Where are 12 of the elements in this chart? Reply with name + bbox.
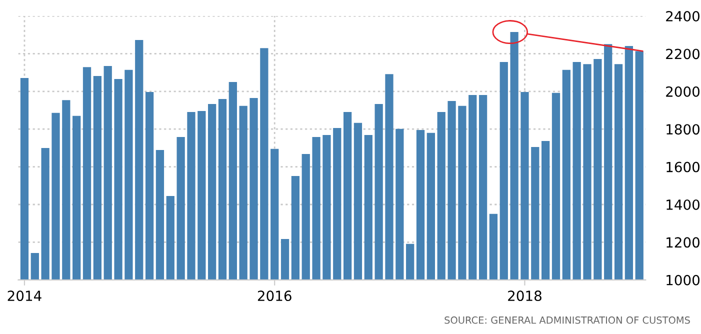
source-note: SOURCE: GENERAL ADMINISTRATION OF CUSTOMS [444,316,690,324]
x-tick-label: 2014 [8,290,42,302]
y-tick-label: 1200 [666,237,700,248]
y-tick-label: 2000 [666,86,700,97]
y-tick-label: 1000 [666,274,700,286]
y-tick-label: 2400 [666,11,700,22]
y-tick-label: 1600 [666,162,700,172]
y-tick-label: 2200 [666,48,700,60]
y-tick-label: 1800 [666,124,700,135]
y-tick-label: 1400 [666,199,700,210]
x-tick-label: 2018 [508,290,542,302]
x-tick-label: 2016 [258,290,292,302]
